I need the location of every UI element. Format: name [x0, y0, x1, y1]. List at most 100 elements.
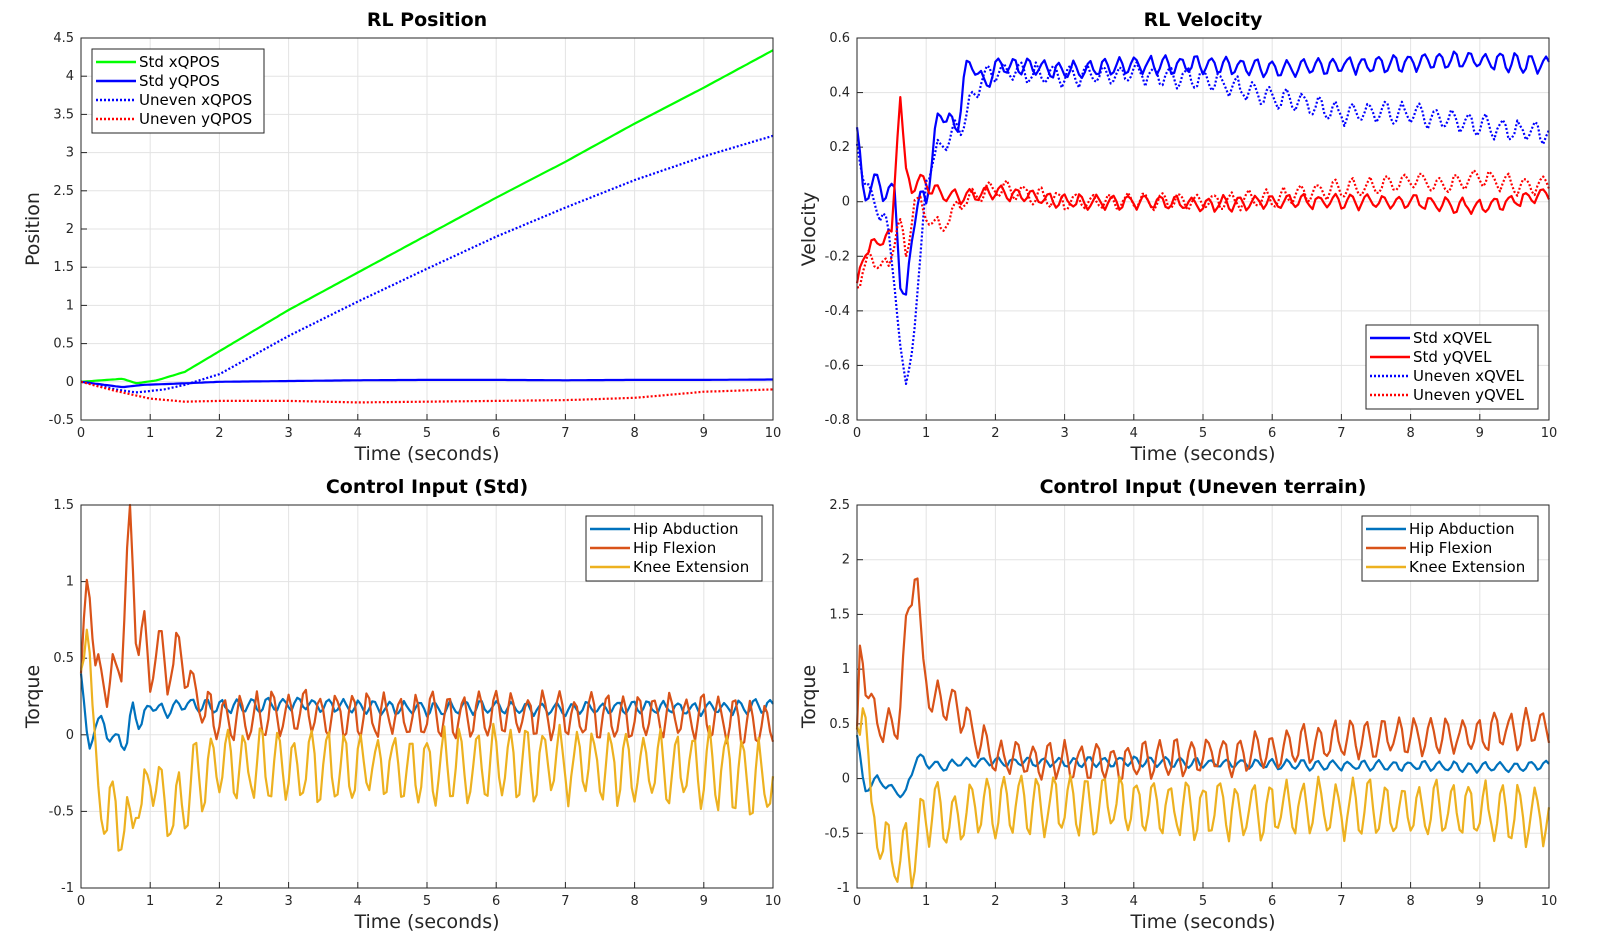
legend-label: Std yQPOS — [139, 72, 220, 90]
x-tick-label: 5 — [423, 426, 431, 441]
x-tick-label: 8 — [1406, 894, 1414, 909]
series-line — [79, 628, 775, 852]
legend-label: Std yQVEL — [1413, 348, 1492, 366]
y-tick-label: -0.5 — [49, 413, 74, 428]
series-line — [80, 378, 773, 389]
x-tick-label: 1 — [922, 894, 930, 909]
legend-label: Hip Abduction — [1409, 520, 1515, 538]
x-axis-label: Time (seconds) — [353, 443, 499, 465]
y-tick-label: 2.5 — [53, 184, 74, 199]
legend-label: Uneven xQVEL — [1413, 367, 1525, 385]
x-tick-label: 5 — [1199, 426, 1207, 441]
axes-box — [80, 37, 774, 421]
y-tick-label: 0 — [842, 772, 850, 787]
series-line — [855, 50, 1550, 296]
x-tick-label: 6 — [492, 894, 500, 909]
y-tick-label: -0.8 — [825, 413, 850, 428]
series-line — [80, 134, 774, 394]
x-tick-label: 5 — [1199, 894, 1207, 909]
x-tick-label: 0 — [77, 894, 85, 909]
chart-4: 0 1 2 3 4 5 6 7 8 9 10 -1 -0.5 0 0.5 1 1.5 2 2.5 Control In… — [798, 476, 1557, 931]
x-tick-label: 1 — [922, 426, 930, 441]
x-tick-label: 1 — [146, 426, 154, 441]
series-line — [855, 61, 1550, 385]
x-tick-label: 4 — [1130, 894, 1138, 909]
y-axis-label: Velocity — [798, 192, 820, 267]
y-tick-label: 0.6 — [829, 31, 850, 46]
series-line — [80, 49, 774, 385]
x-tick-label: 7 — [1337, 894, 1345, 909]
x-tick-label: 10 — [765, 894, 782, 909]
legend-label: Knee Extension — [1409, 558, 1525, 576]
y-tick-label: 1.5 — [53, 498, 74, 513]
legend-label: Uneven yQPOS — [139, 110, 252, 128]
legend-label: Hip Flexion — [633, 539, 716, 557]
chart-3: 0 1 2 3 4 5 6 7 8 9 10 -1 -0.5 0 0.5 1 1.5 Control Input … — [22, 476, 781, 931]
y-tick-label: -0.5 — [49, 804, 74, 819]
y-tick-label: -0.5 — [825, 826, 850, 841]
y-tick-label: 0.5 — [53, 337, 74, 352]
x-tick-label: 2 — [215, 894, 223, 909]
y-tick-label: -0.2 — [825, 249, 850, 264]
x-tick-label: 7 — [561, 426, 569, 441]
x-tick-label: 9 — [700, 426, 708, 441]
x-tick-label: 4 — [1130, 426, 1138, 441]
y-axis-label: Position — [22, 192, 44, 266]
y-tick-label: 0 — [842, 195, 850, 210]
x-tick-label: 9 — [1476, 894, 1484, 909]
chart-title: RL Position — [367, 9, 487, 31]
x-tick-label: 2 — [991, 426, 999, 441]
x-tick-label: 3 — [284, 426, 292, 441]
legend-label: Std xQVEL — [1413, 329, 1492, 347]
chart-2: 0 1 2 3 4 5 6 7 8 9 10 -0.8 -0.6 -0.4 -0.2 0 0.2 0.4 0.6 RL… — [798, 9, 1557, 465]
x-tick-label: 3 — [1060, 894, 1068, 909]
y-tick-label: 0.4 — [829, 86, 850, 101]
y-tick-label: 3 — [66, 146, 74, 161]
x-tick-label: 0 — [853, 894, 861, 909]
series-line — [855, 734, 1550, 799]
y-tick-label: 0.5 — [53, 651, 74, 666]
x-tick-label: 9 — [700, 894, 708, 909]
x-tick-label: 5 — [423, 894, 431, 909]
chart-title: RL Velocity — [1144, 9, 1263, 31]
x-tick-label: 3 — [284, 894, 292, 909]
x-tick-label: 3 — [1060, 426, 1068, 441]
series-line — [79, 503, 775, 746]
x-axis-label: Time (seconds) — [1129, 911, 1275, 931]
series-line — [855, 577, 1551, 783]
x-axis-label: Time (seconds) — [1129, 443, 1275, 465]
y-tick-label: 2 — [842, 553, 850, 568]
legend-label: Uneven xQPOS — [139, 91, 252, 109]
y-tick-label: 1 — [842, 662, 850, 677]
y-tick-label: 0.5 — [829, 717, 850, 732]
y-tick-label: 3.5 — [53, 107, 74, 122]
legend-label: Hip Flexion — [1409, 539, 1492, 557]
y-tick-label: 4 — [66, 69, 74, 84]
axes-box — [856, 37, 1550, 421]
x-tick-label: 8 — [630, 426, 638, 441]
legend-label: Knee Extension — [633, 558, 749, 576]
x-tick-label: 2 — [215, 426, 223, 441]
axes-box — [856, 504, 1550, 889]
x-tick-label: 10 — [1541, 426, 1558, 441]
x-tick-label: 7 — [561, 894, 569, 909]
y-axis-label: Torque — [798, 665, 820, 729]
x-tick-label: 2 — [991, 894, 999, 909]
y-tick-label: 4.5 — [53, 31, 74, 46]
y-tick-label: 0.2 — [829, 140, 850, 155]
legend-label: Uneven yQVEL — [1413, 386, 1525, 404]
series-line — [855, 96, 1550, 284]
y-tick-label: -0.6 — [825, 358, 850, 373]
x-tick-label: 6 — [492, 426, 500, 441]
y-tick-label: 2 — [66, 222, 74, 237]
x-axis-label: Time (seconds) — [353, 911, 499, 931]
chart-title: Control Input (Std) — [326, 476, 528, 498]
series-line — [855, 707, 1551, 889]
x-tick-label: 6 — [1268, 426, 1276, 441]
x-tick-label: 7 — [1337, 426, 1345, 441]
y-tick-label: -1 — [61, 881, 74, 896]
x-tick-label: 1 — [146, 894, 154, 909]
